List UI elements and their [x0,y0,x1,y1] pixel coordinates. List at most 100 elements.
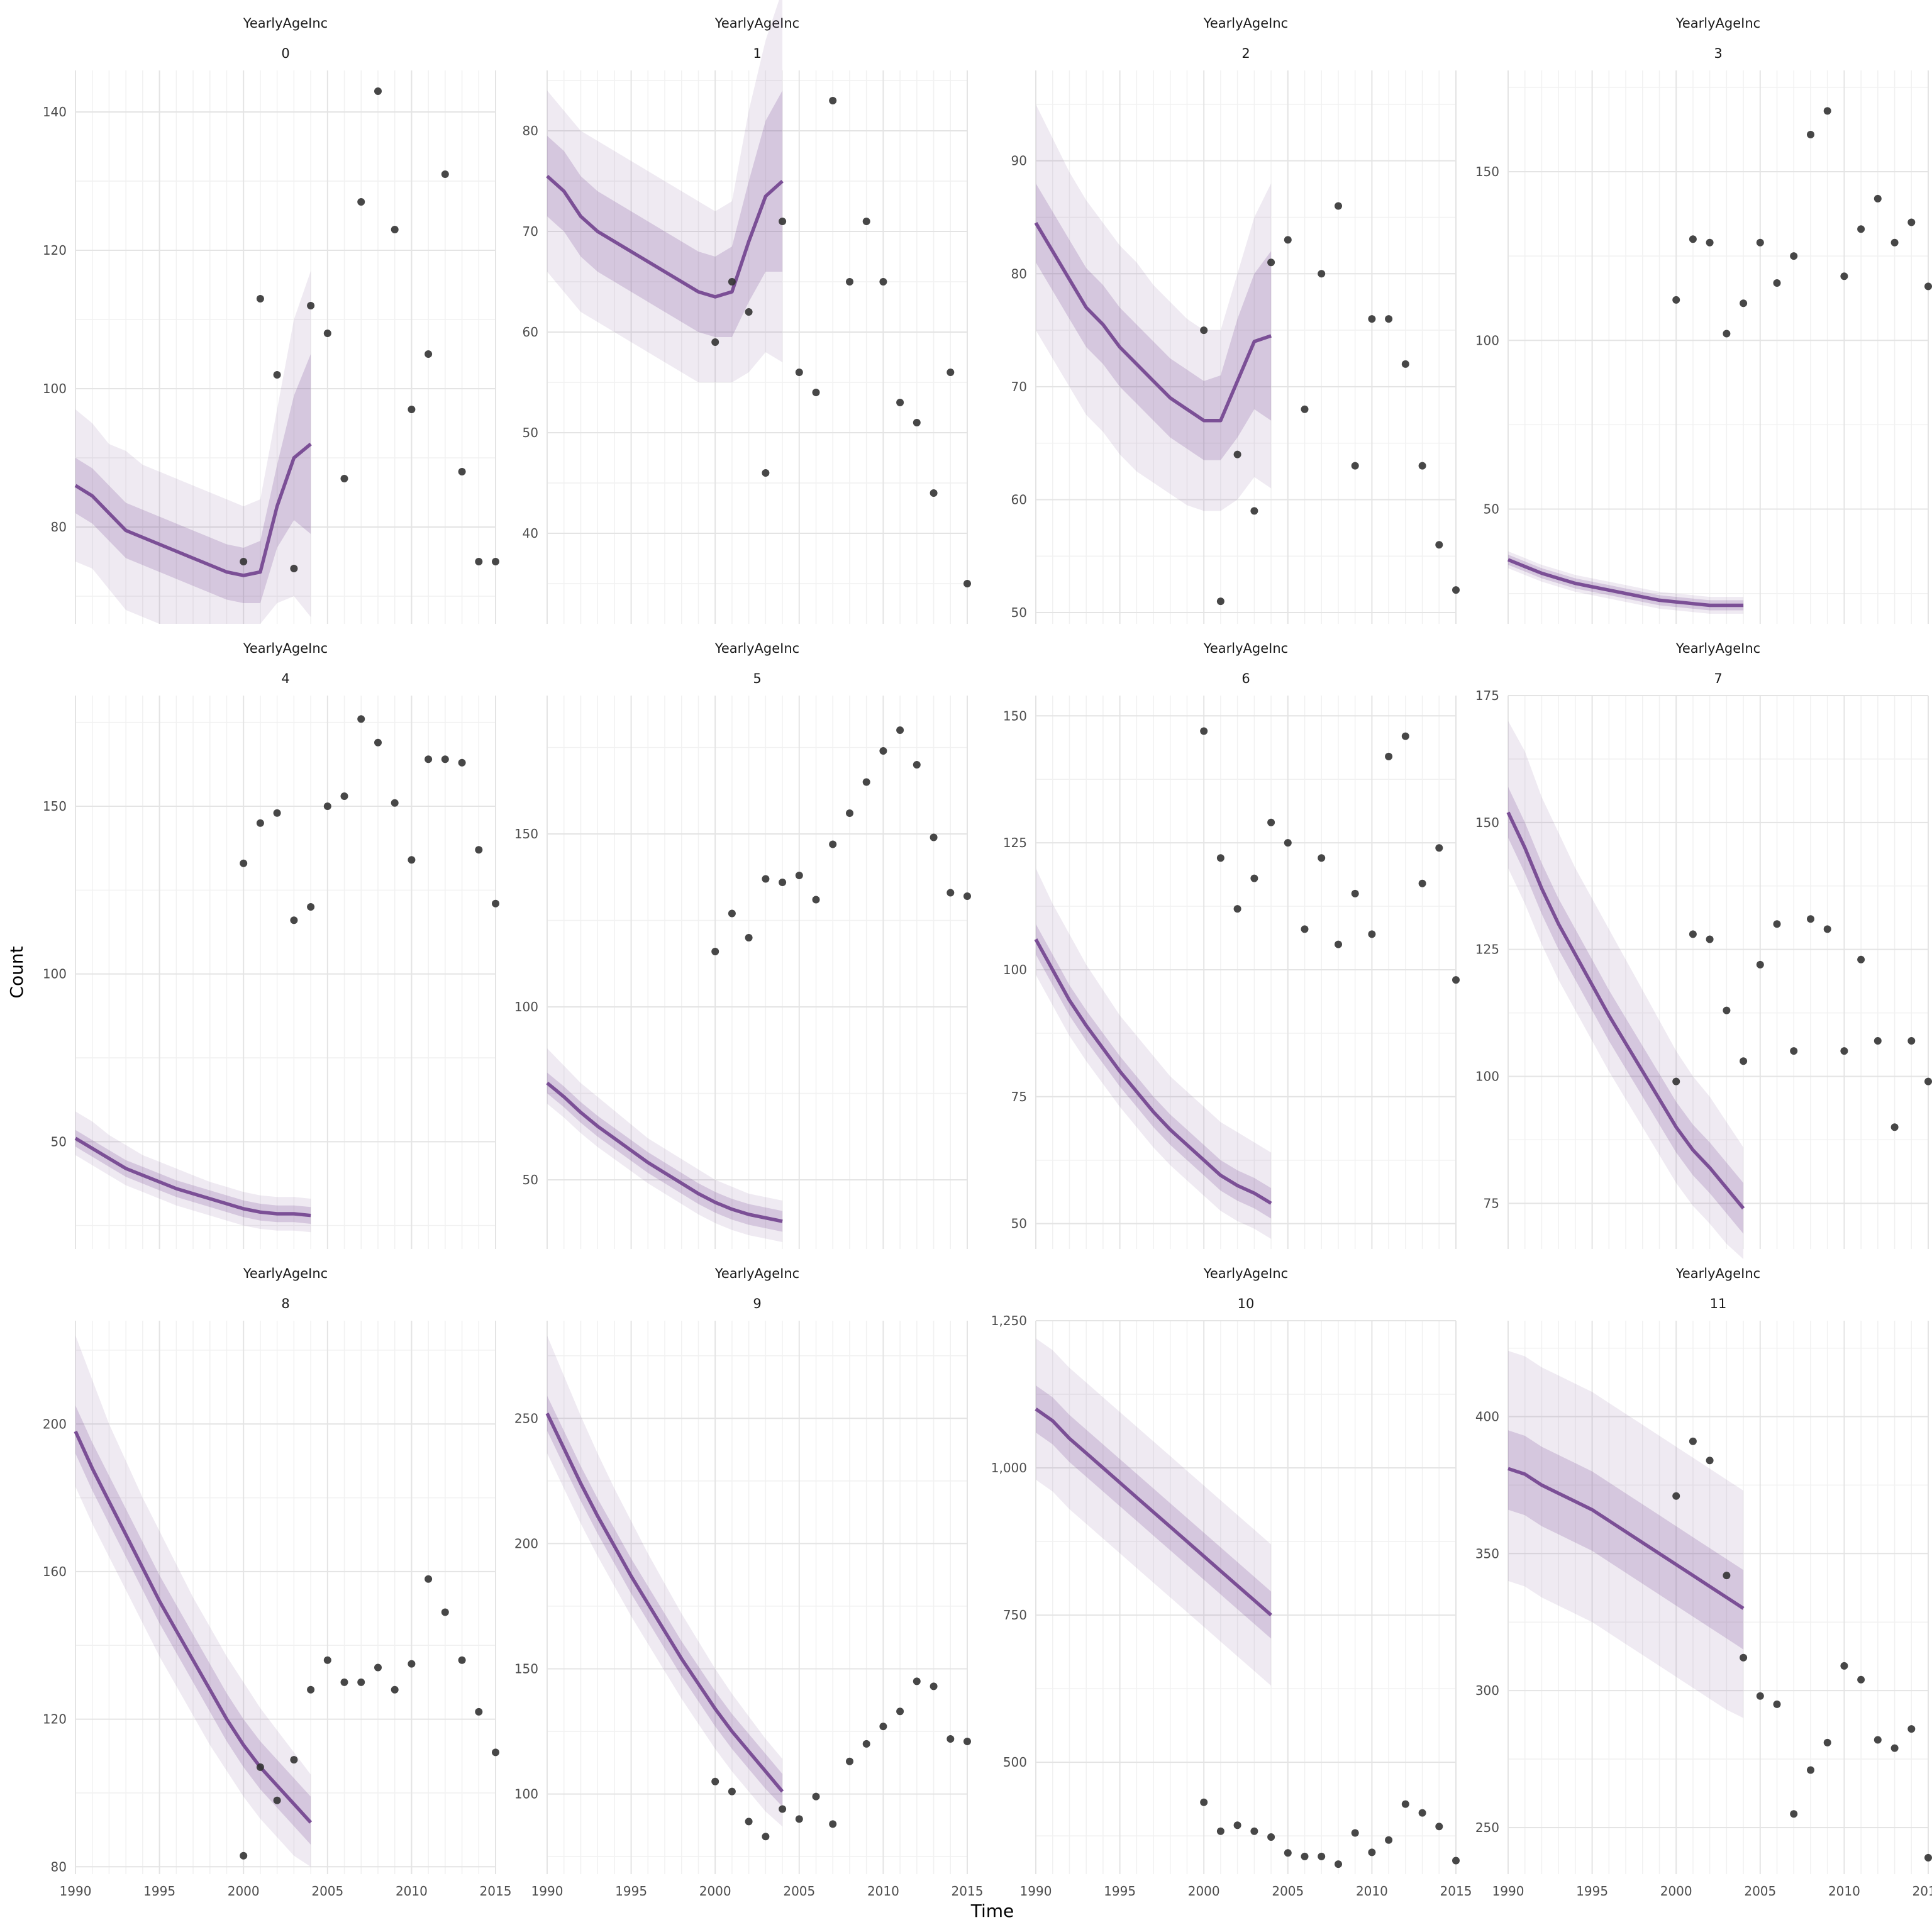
observed-point [1689,1437,1697,1445]
observed-point [1840,1662,1848,1670]
y-tick-label: 150 [1475,164,1499,179]
observed-point [307,1685,315,1694]
observed-point [408,856,416,864]
observed-point [896,1707,904,1716]
observed-point [1723,330,1731,338]
observed-point [711,1777,719,1785]
observed-point [273,371,281,379]
forecast-mean-line [1506,811,1745,1210]
observed-point [240,859,248,867]
observed-point [1216,1827,1224,1835]
observed-point [1351,462,1359,470]
observed-point [728,1787,736,1796]
observed-point [1706,238,1714,247]
y-tick-label: 70 [1011,379,1027,394]
observed-point [879,747,887,755]
y-tick-label: 400 [1475,1409,1499,1424]
observed-point [1773,279,1781,287]
observed-point [1401,360,1409,368]
observed-point [1840,272,1848,280]
observed-point [1452,1857,1460,1865]
observed-point [1200,1798,1208,1806]
observed-point [340,475,348,482]
x-tick-label: 2010 [1828,1884,1860,1899]
observed-point [812,389,820,396]
forecast-mean-line [74,1430,313,1824]
strip-label-variable: YearlyAgeInc [714,1266,799,1281]
y-tick-label: 80 [51,1859,67,1874]
strip-label-variable: YearlyAgeInc [1675,16,1760,31]
observed-point [425,350,433,358]
observed-point [1250,874,1258,882]
observed-point [862,1740,870,1748]
observed-point [1335,1860,1342,1868]
observed-point [862,218,870,225]
observed-point [795,872,803,879]
observed-point [963,580,971,587]
forecast-mean-line [545,1413,784,1793]
y-tick-label: 40 [523,526,538,541]
y-tick-label: 500 [1003,1755,1027,1770]
observed-point [340,1678,348,1686]
observed-point [913,1677,921,1685]
observed-point [829,840,837,848]
observed-point [1385,315,1393,323]
gridlines [1507,695,1929,1249]
y-tick-label: 350 [1475,1546,1499,1561]
x-tick-label: 2015 [480,1884,512,1899]
x-tick-label: 1995 [1104,1884,1136,1899]
observed-point [1740,1653,1748,1662]
observed-point [1250,1827,1258,1835]
observed-point [1857,955,1865,963]
x-tick-label: 2015 [952,1884,984,1899]
y-tick-label: 250 [1475,1820,1499,1835]
observed-point [1672,1492,1680,1500]
observed-point [762,875,770,883]
observed-point [1385,1836,1393,1844]
observed-point [323,802,331,810]
observed-point [323,1656,331,1664]
observed-point [930,833,938,841]
y-tick-label: 90 [1011,153,1027,169]
gridlines [1035,70,1457,624]
strip-label-variable: YearlyAgeInc [714,16,799,31]
interval-95-band [1508,721,1744,1260]
y-tick-label: 100 [43,967,67,982]
observed-point [1672,1077,1680,1085]
observed-point [441,170,449,178]
observed-point [1907,1725,1916,1733]
gridlines [75,1321,496,1874]
observed-point [762,469,770,477]
observed-point [1435,1823,1443,1831]
facet-panel-8: YearlyAgeInc 8 80 120 160 200 1990 1995 2000 2005… [43,1266,512,1899]
observed-point [745,308,753,316]
y-tick-label: 300 [1475,1683,1499,1698]
y-tick-label: 75 [1011,1089,1027,1104]
observed-point [1418,462,1426,470]
observed-point [1790,1047,1798,1055]
gridlines [75,696,496,1249]
strip-label-variable: YearlyAgeInc [1675,1266,1760,1281]
observed-point [1267,1833,1275,1841]
gridlines [547,70,968,624]
observed-point [1723,1006,1731,1014]
forecast-mean-line [1034,221,1272,423]
interval-95-band [1036,104,1272,511]
strip-label-age: 4 [281,671,289,686]
observed-point [273,809,281,817]
observed-point [273,1796,281,1804]
observed-point [374,87,382,95]
forecast-mean-line [74,442,312,577]
observed-point [1335,940,1342,948]
interval-80-band [547,91,783,337]
strip-label-age: 0 [281,46,289,61]
interval-95-band [1508,1350,1744,1718]
x-tick-label: 1995 [143,1884,175,1899]
observed-point [492,558,499,565]
observed-point [1200,326,1208,335]
observed-point [1301,925,1309,933]
observed-point [1418,879,1426,887]
y-tick-label: 150 [43,799,67,814]
strip-label-variable: YearlyAgeInc [1203,1266,1288,1281]
observed-point [745,1818,753,1826]
